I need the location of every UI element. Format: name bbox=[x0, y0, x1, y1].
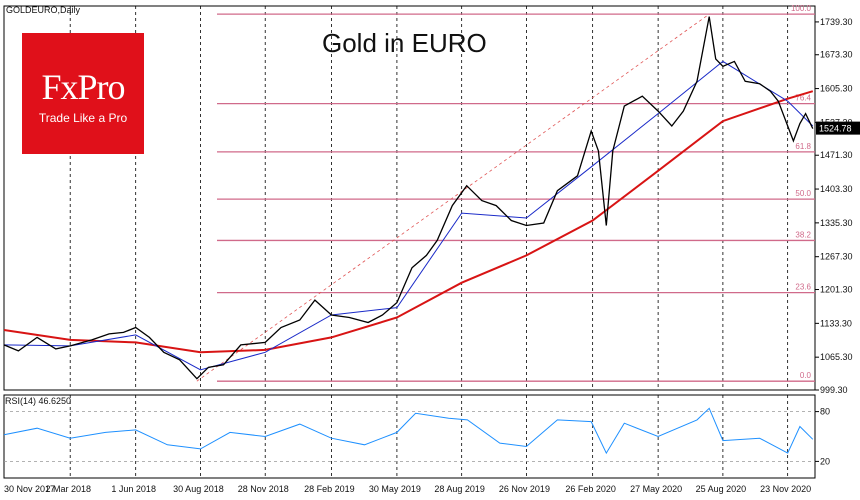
y-tick-label: 1605.30 bbox=[820, 84, 853, 94]
rsi-tick-label: 80 bbox=[820, 407, 830, 417]
x-tick-label: 28 Feb 2019 bbox=[304, 484, 355, 494]
chart-title: Gold in EURO bbox=[322, 28, 487, 58]
fib-level-label: 61.8 bbox=[795, 142, 811, 151]
fxpro-logo-text: FxPro bbox=[41, 67, 125, 107]
y-tick-label: 1739.30 bbox=[820, 17, 853, 27]
rsi-tick-label: 20 bbox=[820, 456, 830, 466]
symbol-label: GOLDEURO,Daily bbox=[6, 5, 81, 15]
fib-level-label: 100.0 bbox=[791, 4, 812, 13]
x-tick-label: 27 May 2020 bbox=[630, 484, 682, 494]
fib-level-label: 38.2 bbox=[795, 230, 811, 239]
x-tick-label: 23 Nov 2020 bbox=[760, 484, 811, 494]
y-tick-label: 1673.30 bbox=[820, 50, 853, 60]
fib-level-label: 0.0 bbox=[800, 371, 812, 380]
x-tick-label: 2 Mar 2018 bbox=[45, 484, 91, 494]
x-tick-label: 26 Feb 2020 bbox=[565, 484, 616, 494]
x-tick-label: 30 May 2019 bbox=[369, 484, 421, 494]
y-tick-label: 1267.30 bbox=[820, 252, 853, 262]
fib-level-label: 23.6 bbox=[795, 283, 811, 292]
y-tick-label: 1201.30 bbox=[820, 285, 853, 295]
x-tick-label: 30 Nov 2017 bbox=[4, 484, 55, 494]
fib-level-label: 76.4 bbox=[795, 94, 811, 103]
current-price-tag bbox=[816, 121, 860, 135]
x-tick-label: 28 Nov 2018 bbox=[238, 484, 289, 494]
y-tick-label: 1471.30 bbox=[820, 150, 853, 160]
current-price-label: 1524.78 bbox=[819, 124, 852, 134]
y-tick-label: 1065.30 bbox=[820, 352, 853, 362]
x-tick-label: 30 Aug 2018 bbox=[173, 484, 224, 494]
rsi-line bbox=[3, 407, 814, 455]
y-tick-label: 999.30 bbox=[820, 385, 848, 395]
fxpro-tagline: Trade Like a Pro bbox=[38, 111, 128, 125]
x-tick-label: 28 Aug 2019 bbox=[434, 484, 485, 494]
rsi-panel-frame bbox=[3, 394, 816, 479]
y-tick-label: 1335.30 bbox=[820, 218, 853, 228]
x-tick-label: 26 Nov 2019 bbox=[499, 484, 550, 494]
ma-fast-line bbox=[3, 60, 814, 371]
price-line bbox=[3, 16, 814, 380]
x-tick-label: 25 Aug 2020 bbox=[696, 484, 747, 494]
x-tick-label: 1 Jun 2018 bbox=[111, 484, 156, 494]
fib-trend-line bbox=[196, 13, 710, 382]
y-tick-label: 1403.30 bbox=[820, 184, 853, 194]
rsi-label: RSI(14) 46.6250 bbox=[5, 396, 72, 406]
y-tick-label: 1133.30 bbox=[820, 318, 852, 328]
ma-slow-line bbox=[3, 90, 814, 354]
fib-level-label: 50.0 bbox=[795, 189, 811, 198]
fxpro-logo: FxPro Trade Like a Pro bbox=[22, 33, 144, 154]
